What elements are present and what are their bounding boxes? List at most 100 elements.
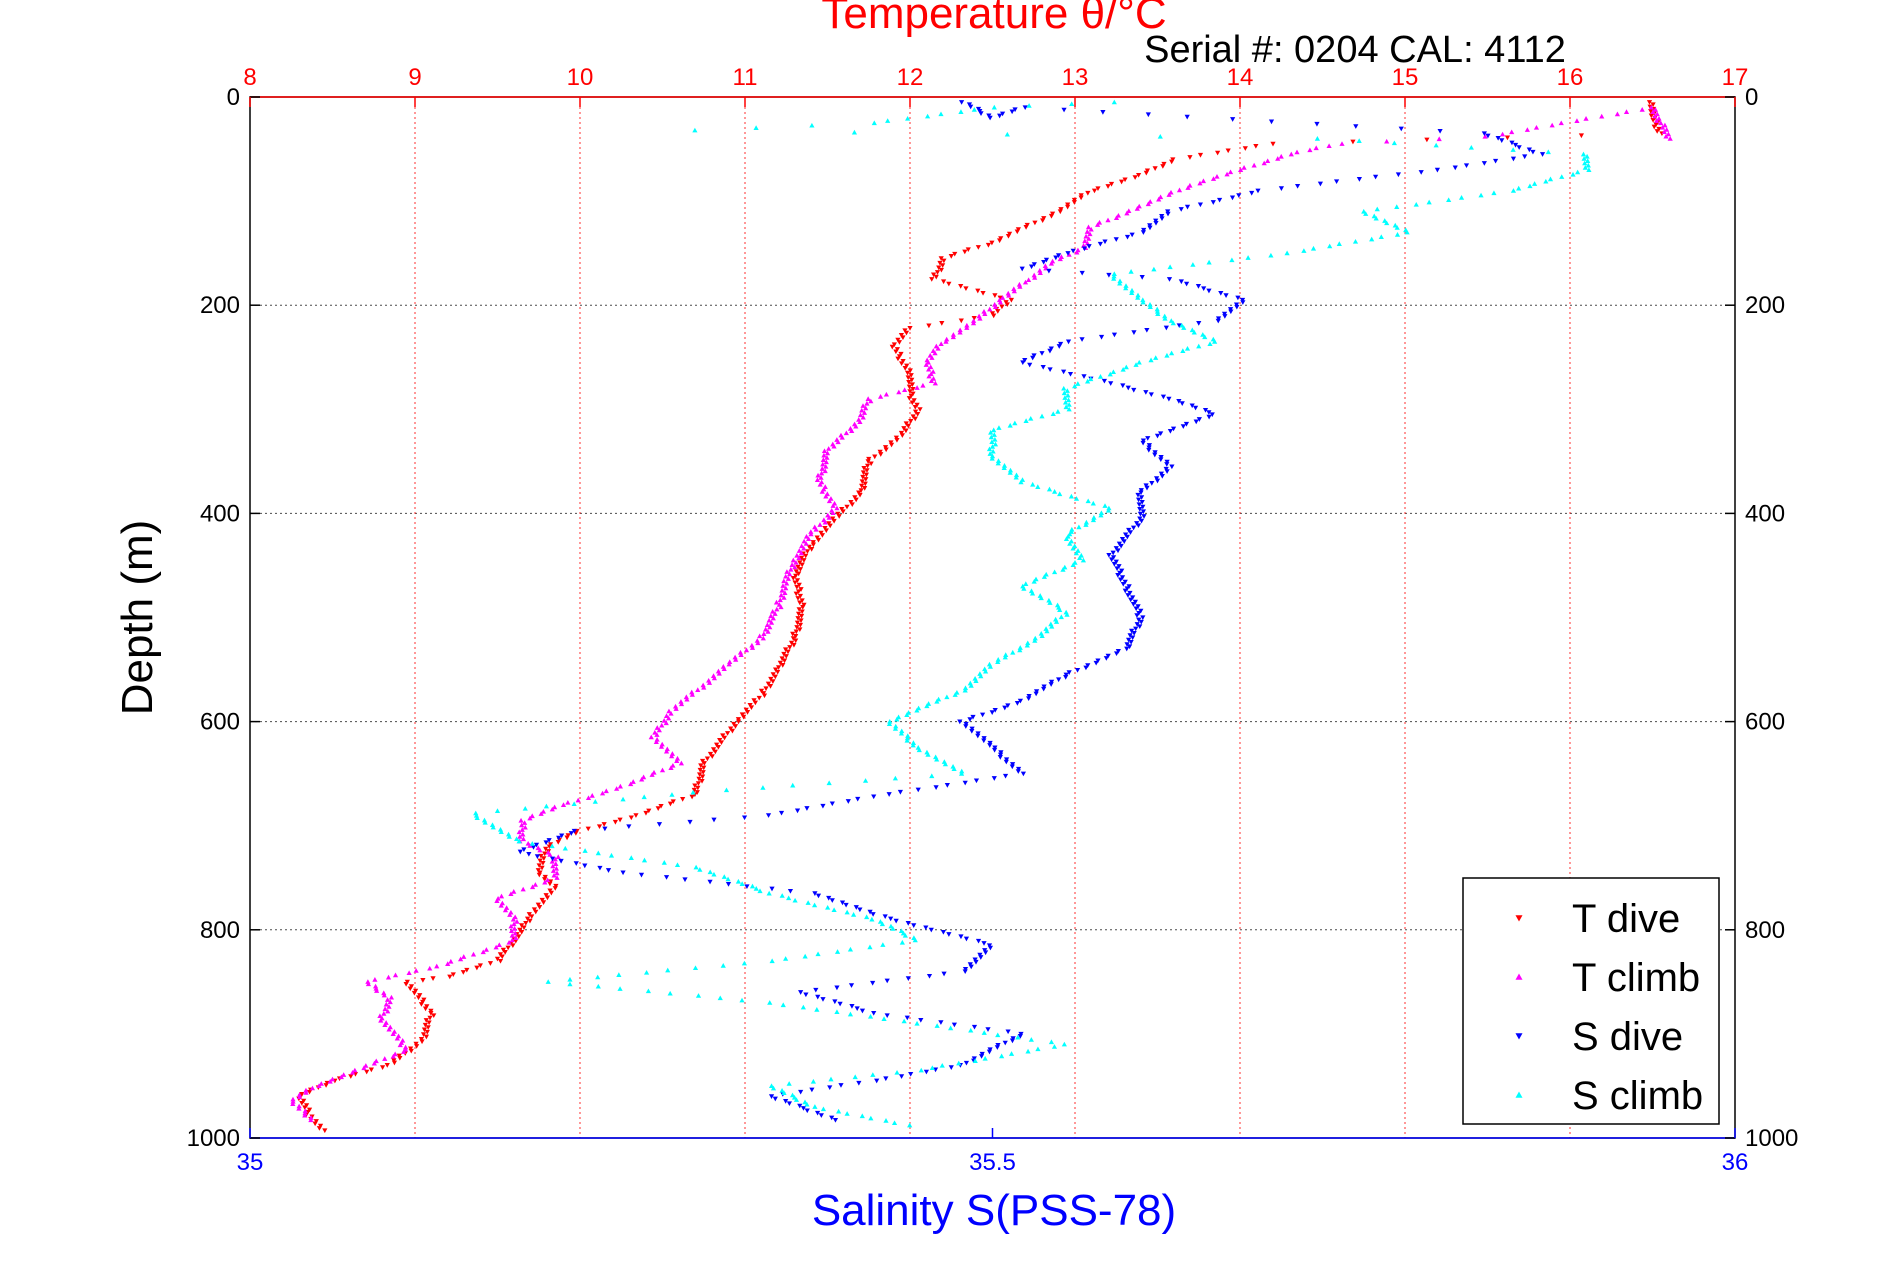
data-point — [1048, 213, 1055, 219]
data-point — [1124, 646, 1130, 652]
data-point — [832, 1117, 839, 1123]
data-point — [327, 1078, 333, 1084]
data-point — [420, 978, 426, 983]
data-point — [906, 380, 912, 385]
data-point — [1065, 251, 1071, 256]
data-point — [939, 1063, 945, 1068]
data-point — [490, 824, 496, 830]
data-point — [739, 881, 745, 886]
data-point — [567, 976, 573, 982]
data-point — [689, 689, 695, 695]
data-point — [1153, 220, 1159, 226]
data-point — [1041, 574, 1047, 579]
data-point — [1101, 378, 1107, 384]
data-point — [930, 376, 937, 381]
data-point — [978, 1054, 985, 1059]
data-point — [296, 1103, 302, 1109]
data-point — [628, 781, 634, 787]
data-point — [1137, 511, 1143, 517]
data-point — [1654, 111, 1660, 117]
data-point — [886, 792, 892, 797]
data-point — [1187, 155, 1193, 160]
data-point — [464, 967, 470, 973]
data-point — [915, 411, 921, 417]
data-point — [1098, 510, 1104, 516]
data-point — [498, 893, 505, 899]
data-point — [905, 921, 911, 926]
data-point — [1125, 637, 1132, 643]
data-point — [1229, 257, 1235, 263]
data-point — [844, 909, 850, 915]
data-point — [527, 918, 533, 924]
data-point — [544, 895, 551, 901]
data-point — [394, 1035, 400, 1041]
data-point — [943, 339, 949, 344]
data-point — [573, 861, 579, 866]
data-point — [1452, 165, 1458, 171]
data-point — [1123, 364, 1129, 370]
data-point — [620, 796, 626, 802]
data-point — [423, 1018, 429, 1023]
data-point — [385, 974, 392, 980]
data-point — [741, 714, 747, 720]
data-point — [844, 504, 850, 510]
data-point — [589, 793, 595, 798]
data-point — [819, 533, 825, 538]
data-point — [932, 350, 938, 356]
data-point — [981, 738, 987, 744]
data-point — [929, 773, 935, 779]
data-point — [1586, 167, 1592, 172]
data-point — [529, 841, 535, 846]
data-point — [1334, 179, 1340, 185]
data-point — [797, 1103, 803, 1109]
data-point — [659, 722, 665, 728]
data-point — [798, 550, 804, 556]
data-point — [737, 649, 744, 655]
data-point — [1215, 318, 1221, 324]
data-point — [877, 394, 884, 399]
data-point — [962, 685, 969, 691]
data-point — [797, 600, 803, 606]
data-point — [1120, 366, 1126, 372]
data-point — [735, 717, 741, 722]
legend-box — [1462, 877, 1720, 1125]
data-point — [1165, 211, 1171, 217]
data-point — [381, 990, 387, 996]
data-point — [555, 854, 561, 860]
data-point — [303, 1087, 309, 1093]
data-point — [512, 930, 518, 936]
data-point — [1509, 140, 1515, 146]
data-point — [1398, 126, 1404, 132]
data-point — [1064, 612, 1070, 617]
data-point — [997, 755, 1003, 760]
data-point — [733, 657, 739, 662]
data-point — [920, 382, 926, 388]
data-point — [1138, 518, 1145, 524]
data-point — [599, 790, 606, 796]
data-point — [1117, 280, 1123, 286]
data-point — [908, 1071, 914, 1077]
data-point — [1023, 225, 1029, 230]
data-point — [1017, 284, 1023, 289]
data-point — [871, 1011, 877, 1016]
data-point — [460, 970, 466, 975]
data-point — [420, 1032, 427, 1037]
data-point — [768, 1094, 775, 1099]
data-point — [827, 1085, 833, 1091]
data-point — [821, 448, 828, 454]
data-point — [407, 986, 413, 992]
data-point — [1512, 142, 1519, 148]
legend-marker — [1515, 973, 1523, 980]
data-point — [1251, 162, 1257, 168]
data-point — [1005, 233, 1012, 239]
data-point — [422, 1006, 429, 1012]
data-point — [1265, 158, 1271, 164]
data-point — [772, 1096, 778, 1102]
data-point — [1151, 266, 1157, 272]
data-point — [898, 351, 904, 357]
data-point — [823, 459, 829, 465]
data-point — [1105, 507, 1112, 513]
data-point — [934, 270, 941, 275]
data-point — [813, 526, 819, 532]
